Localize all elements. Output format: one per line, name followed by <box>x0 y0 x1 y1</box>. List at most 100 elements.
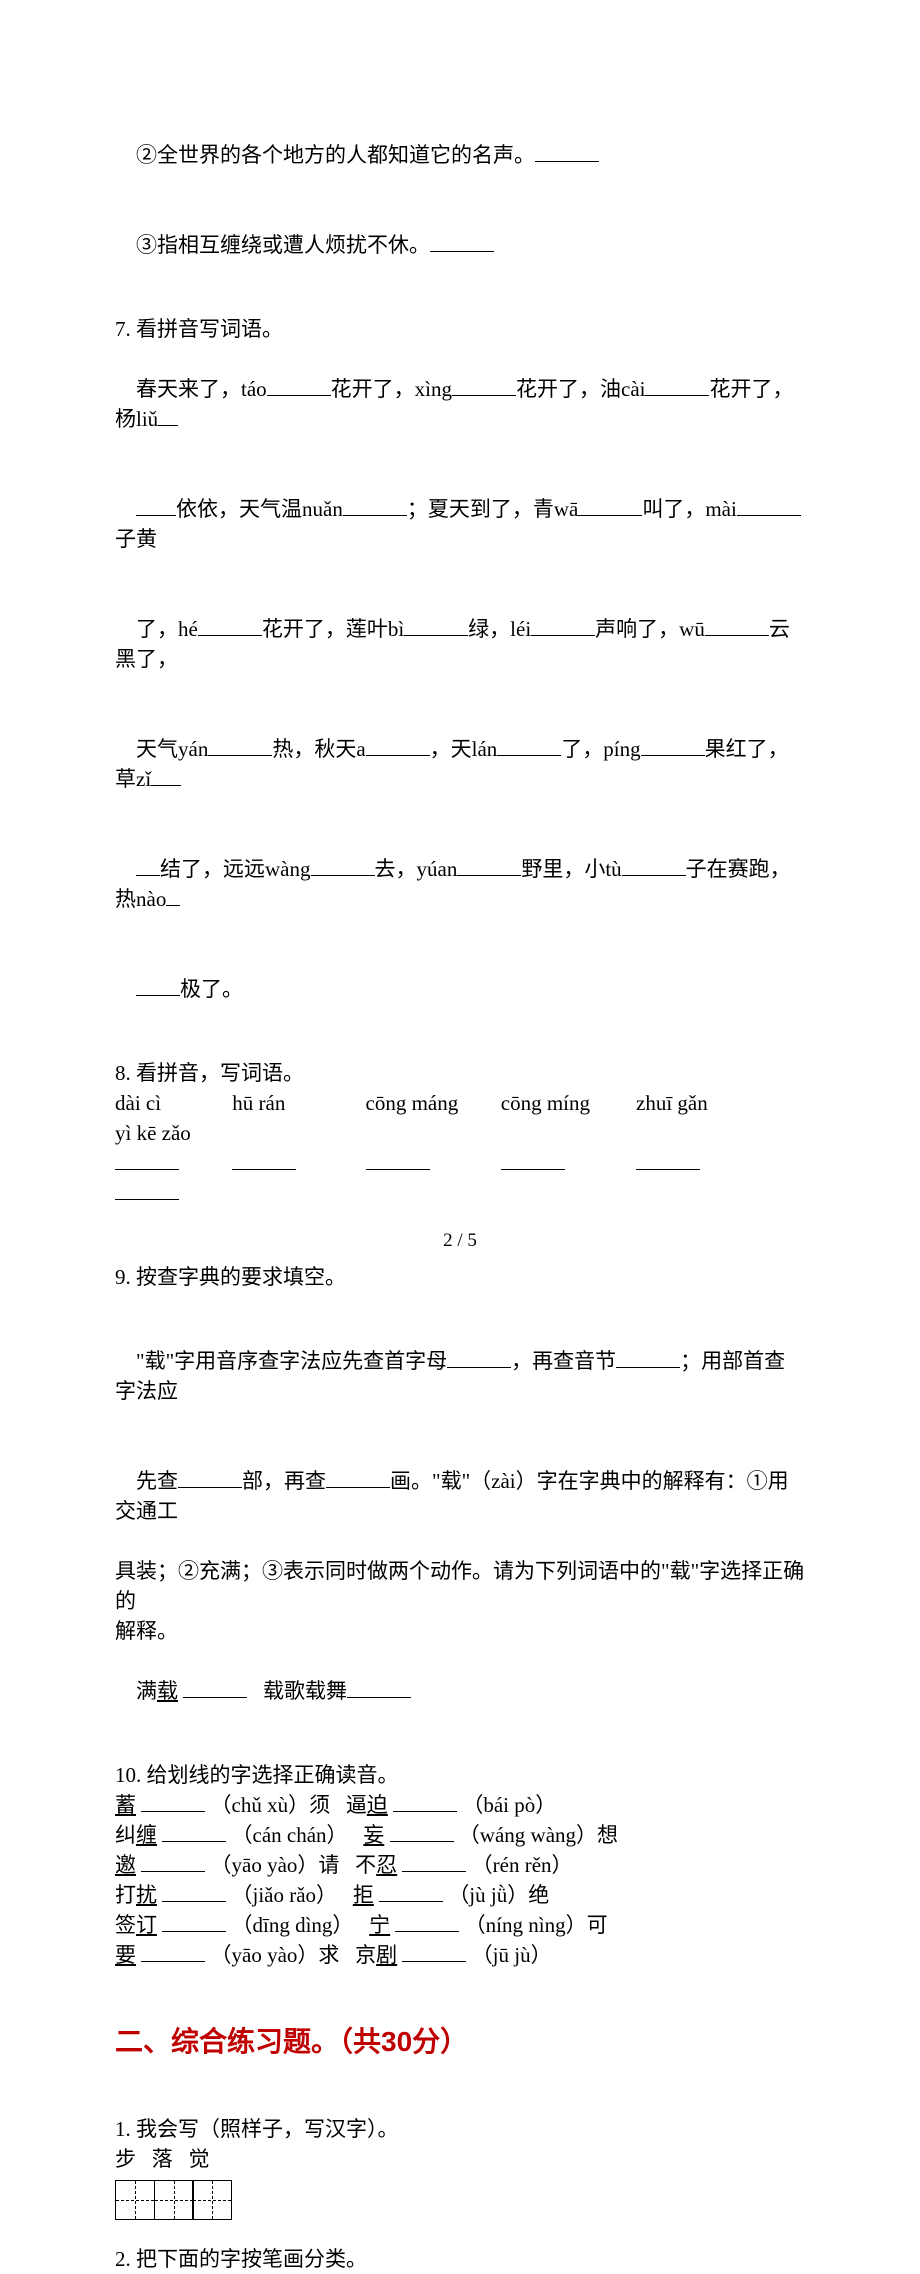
blank[interactable] <box>343 494 407 516</box>
blank[interactable] <box>452 374 516 396</box>
blank[interactable] <box>497 734 561 756</box>
blank[interactable] <box>578 494 642 516</box>
pinyin-options: （chǔ xù）须 <box>211 1793 331 1817</box>
t: 先查 <box>136 1469 178 1493</box>
blank[interactable] <box>198 614 262 636</box>
underlined-char: 载 <box>157 1679 178 1703</box>
blank[interactable] <box>183 1676 247 1698</box>
t: 打 <box>115 1883 136 1907</box>
blank[interactable] <box>366 734 430 756</box>
q9-line3: 具装；②充满；③表示同时做两个动作。请为下列词语中的"载"字选择正确的 <box>115 1556 805 1616</box>
underlined-char: 迫 <box>367 1793 388 1817</box>
q8-title: 8. 看拼音，写词语。 <box>115 1058 805 1088</box>
blank[interactable] <box>136 854 160 876</box>
blank[interactable] <box>430 230 494 252</box>
t: 依依，天气温nuǎn <box>176 497 343 521</box>
blank[interactable] <box>311 854 375 876</box>
t: ，再查音节 <box>511 1349 616 1373</box>
q6-item3: ③指相互缠绕或遭人烦扰不休。 <box>115 200 805 290</box>
blank[interactable] <box>208 734 272 756</box>
blank[interactable] <box>737 494 801 516</box>
tianzi-cell[interactable] <box>192 2180 232 2220</box>
blank[interactable] <box>645 374 709 396</box>
pinyin-options: （yāo yào）求 <box>211 1943 340 1967</box>
underlined-char: 扰 <box>136 1883 157 1907</box>
t: ；夏天到了，青wā <box>407 497 579 521</box>
blank[interactable] <box>404 614 468 636</box>
blank[interactable] <box>636 1148 700 1170</box>
blank[interactable] <box>395 1910 459 1932</box>
blank[interactable] <box>705 614 769 636</box>
t: 逼 <box>346 1793 367 1817</box>
pinyin: cōng míng <box>501 1088 631 1118</box>
underlined-char: 剧 <box>376 1943 397 1967</box>
blank[interactable] <box>141 1940 205 1962</box>
blank[interactable] <box>162 1820 226 1842</box>
tianzi-cell[interactable] <box>154 2180 194 2220</box>
t: 叫了，mài <box>642 497 737 521</box>
blank[interactable] <box>162 1910 226 1932</box>
q10-title: 10. 给划线的字选择正确读音。 <box>115 1760 805 1790</box>
blank[interactable] <box>115 1148 179 1170</box>
blank[interactable] <box>402 1850 466 1872</box>
blank[interactable] <box>115 1178 179 1200</box>
t: ，天lán <box>430 737 498 761</box>
blank[interactable] <box>379 1880 443 1902</box>
t: 了，píng <box>561 737 640 761</box>
q9-title: 9. 按查字典的要求填空。 <box>115 1262 805 1292</box>
blank[interactable] <box>390 1820 454 1842</box>
blank[interactable] <box>141 1850 205 1872</box>
blank[interactable] <box>136 494 176 516</box>
blank[interactable] <box>447 1346 511 1368</box>
blank[interactable] <box>267 374 331 396</box>
tianzi-cell[interactable] <box>115 2180 155 2220</box>
t: 不 <box>355 1853 376 1877</box>
blank[interactable] <box>232 1148 296 1170</box>
q10-row: 打扰 （jiǎo rǎo） 拒 （jù jǜ）绝 <box>115 1880 805 1910</box>
blank[interactable] <box>162 1880 226 1902</box>
t: 子黄 <box>115 527 157 551</box>
blank[interactable] <box>136 974 180 996</box>
t: "载"字用音序查字法应先查首字母 <box>136 1349 447 1373</box>
t <box>339 1853 355 1877</box>
q7-line1: 春天来了，táo花开了，xìng花开了，油cài花开了，杨liǔ <box>115 344 805 464</box>
blank[interactable] <box>178 1466 242 1488</box>
blank[interactable] <box>402 1940 466 1962</box>
q10-row: 签订 （dīng dìng） 宁 （níng nìng）可 <box>115 1910 805 1940</box>
blank[interactable] <box>535 140 599 162</box>
t: 花开了，油cài <box>516 377 645 401</box>
blank[interactable] <box>158 404 178 426</box>
s2q1-title: 1. 我会写（照样子，写汉字）。 <box>115 2114 805 2144</box>
blank[interactable] <box>166 884 180 906</box>
blank[interactable] <box>531 614 595 636</box>
t: 去，yúan <box>375 857 458 881</box>
pinyin-options: （yāo yào）请 <box>211 1853 340 1877</box>
blank[interactable] <box>393 1790 457 1812</box>
blank[interactable] <box>366 1148 430 1170</box>
blank[interactable] <box>622 854 686 876</box>
underlined-char: 缠 <box>136 1823 157 1847</box>
underlined-char: 订 <box>136 1913 157 1937</box>
pinyin-options: （cán chán） <box>232 1823 348 1847</box>
q9-line2: 先查部，再查画。"载"（zài）字在字典中的解释有：①用交通工 <box>115 1436 805 1556</box>
t: 春天来了，táo <box>136 377 267 401</box>
t: 签 <box>115 1913 136 1937</box>
t <box>339 1943 355 1967</box>
blank[interactable] <box>326 1466 390 1488</box>
q8-pinyin-row: dài cì hū rán cōng máng cōng míng zhuī g… <box>115 1088 805 1148</box>
t: 声响了，wū <box>595 617 705 641</box>
pinyin: yì kē zǎo <box>115 1118 215 1148</box>
blank[interactable] <box>616 1346 680 1368</box>
blank[interactable] <box>151 764 181 786</box>
q9-line1: "载"字用音序查字法应先查首字母，再查音节；用部首查字法应 <box>115 1316 805 1436</box>
blank[interactable] <box>501 1148 565 1170</box>
blank[interactable] <box>641 734 705 756</box>
blank[interactable] <box>141 1790 205 1812</box>
pinyin-options: （wáng wàng）想 <box>459 1823 618 1847</box>
t: 了，hé <box>136 617 198 641</box>
blank[interactable] <box>347 1676 411 1698</box>
q10-row: 纠缠 （cán chán） 妄 （wáng wàng）想 <box>115 1820 805 1850</box>
s2q1-chars: 步 落 觉 <box>115 2144 805 2174</box>
q7-line3: 了，hé花开了，莲叶bì绿，léi声响了，wū云黑了， <box>115 584 805 704</box>
blank[interactable] <box>457 854 521 876</box>
